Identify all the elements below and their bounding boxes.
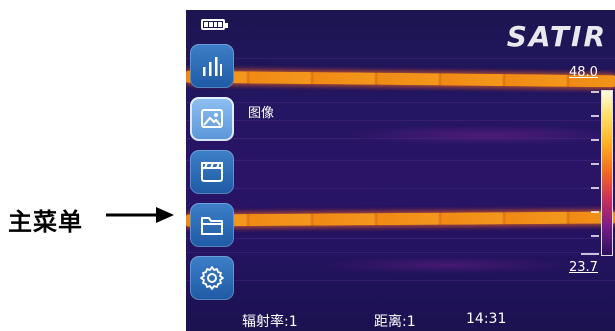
temperature-scale-min: 23.7 <box>569 260 598 275</box>
thermal-hot-band-upper <box>186 70 615 88</box>
bar-chart-icon <box>203 57 222 76</box>
battery-icon <box>201 19 228 30</box>
thermal-hot-band-lower <box>186 211 615 227</box>
clock-time: 14:31 <box>466 311 507 327</box>
menu-button-image[interactable] <box>190 97 234 141</box>
gear-icon <box>200 266 224 290</box>
menu-button-settings[interactable] <box>190 256 234 300</box>
annotation-arrow-icon <box>106 207 174 223</box>
main-menu-annotation-label: 主菜单 <box>8 208 83 236</box>
image-icon <box>201 109 223 128</box>
thermal-camera-screen: SATIR <box>186 10 615 331</box>
menu-button-video[interactable] <box>190 150 234 194</box>
scale-ticks <box>581 91 599 255</box>
temperature-color-scale <box>601 90 613 256</box>
menu-button-files[interactable] <box>190 203 234 247</box>
folder-icon <box>201 217 223 235</box>
temperature-scale-max: 48.0 <box>569 65 598 80</box>
main-menu <box>190 44 234 300</box>
emissivity-status: 辐射率:1 <box>242 314 298 330</box>
brand-logo: SATIR <box>506 20 607 53</box>
video-clapper-icon <box>201 162 223 182</box>
image-menu-label: 图像 <box>248 106 275 121</box>
menu-button-analysis[interactable] <box>190 44 234 88</box>
distance-status: 距离:1 <box>374 314 416 330</box>
